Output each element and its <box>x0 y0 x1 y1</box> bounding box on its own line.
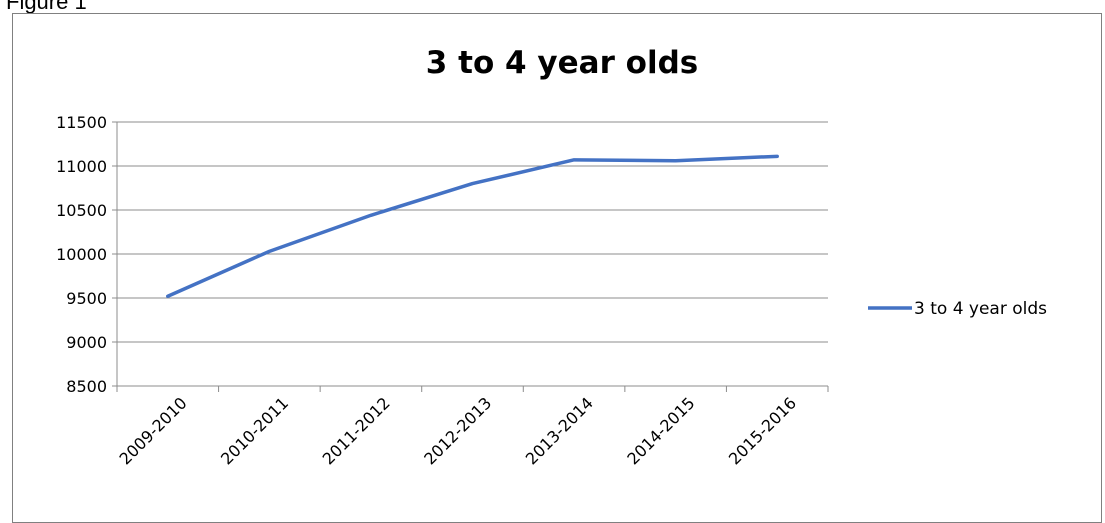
legend: 3 to 4 year olds <box>868 299 1047 319</box>
x-tick-label: 2013-2014 <box>522 393 597 468</box>
chart-frame <box>12 13 1102 523</box>
axes <box>112 121 829 392</box>
y-tick-label: 9500 <box>66 289 107 308</box>
legend-label: 3 to 4 year olds <box>914 299 1047 319</box>
y-tick-label: 11500 <box>56 113 107 132</box>
y-tick-label: 8500 <box>66 377 107 396</box>
y-tick-label: 9000 <box>66 333 107 352</box>
x-tick-label: 2012-2013 <box>420 393 495 468</box>
y-tick-label: 10500 <box>56 201 107 220</box>
x-tick-label: 2009-2010 <box>116 393 191 468</box>
x-tick-label: 2014-2015 <box>623 393 698 468</box>
x-tick-label: 2015-2016 <box>725 393 800 468</box>
x-tick-label: 2011-2012 <box>319 393 394 468</box>
y-axis-tick-labels: 8500 9000 9500 10000 10500 11000 11500 <box>56 113 107 396</box>
chart-title: 3 to 4 year olds <box>426 45 698 81</box>
y-tick-label: 11000 <box>56 157 107 176</box>
x-axis-tick-labels: 2009-2010 2010-2011 2011-2012 2012-2013 2013… <box>116 393 801 468</box>
figure-label: Figure 1 <box>6 0 87 14</box>
y-tick-label: 10000 <box>56 245 107 264</box>
gridlines <box>117 121 828 343</box>
series-line <box>166 154 779 298</box>
x-tick-label: 2010-2011 <box>217 393 292 468</box>
series-layer <box>166 154 779 298</box>
